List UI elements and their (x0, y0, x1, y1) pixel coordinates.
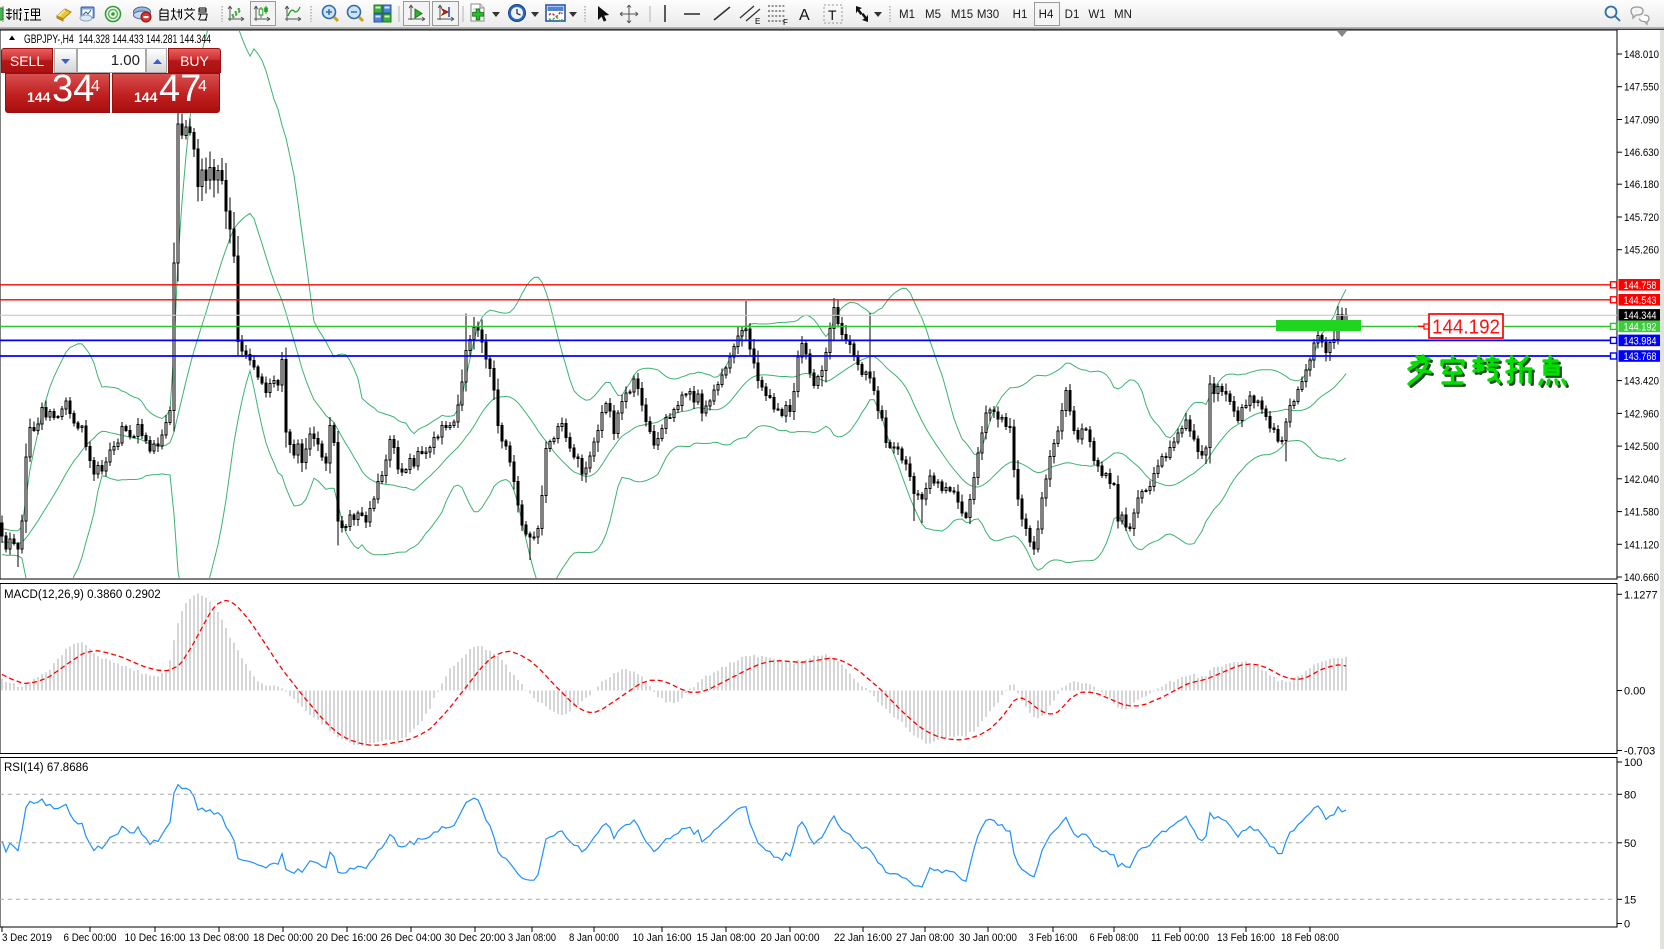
svg-text:H1: H1 (1013, 9, 1028, 21)
svg-text:22 Jan 16:00: 22 Jan 16:00 (834, 932, 892, 944)
svg-text:141.120: 141.120 (1624, 539, 1659, 551)
svg-text:15 Jan 08:00: 15 Jan 08:00 (697, 932, 756, 944)
svg-text:3 Dec 2019: 3 Dec 2019 (2, 932, 52, 944)
svg-text:27 Jan 08:00: 27 Jan 08:00 (896, 932, 954, 944)
svg-text:D1: D1 (1065, 9, 1080, 21)
svg-text:15: 15 (1624, 894, 1636, 906)
svg-text:10 Jan 16:00: 10 Jan 16:00 (633, 932, 692, 944)
svg-text:144.758: 144.758 (1624, 280, 1657, 292)
svg-text:8 Jan 00:00: 8 Jan 00:00 (569, 932, 619, 944)
svg-text:26 Dec 04:00: 26 Dec 04:00 (381, 932, 442, 944)
svg-text:146.630: 146.630 (1624, 147, 1659, 159)
svg-text:3 Jan 08:00: 3 Jan 08:00 (508, 932, 556, 944)
svg-text:W1: W1 (1088, 9, 1105, 21)
svg-text:H4: H4 (1039, 9, 1054, 21)
svg-text:80: 80 (1624, 789, 1636, 801)
svg-text:M1: M1 (899, 9, 915, 21)
svg-text:20 Jan 00:00: 20 Jan 00:00 (761, 932, 820, 944)
svg-text:M30: M30 (977, 9, 999, 21)
svg-text:147.090: 147.090 (1624, 115, 1659, 127)
svg-text:GBPJPY-,H4 144.328 144.433 14: GBPJPY-,H4 144.328 144.433 144.281 144.3… (24, 32, 211, 46)
svg-text:141.580: 141.580 (1624, 507, 1659, 519)
svg-text:100: 100 (1624, 757, 1642, 769)
svg-text:13 Dec 08:00: 13 Dec 08:00 (189, 932, 249, 944)
svg-text:145.260: 145.260 (1624, 245, 1659, 257)
svg-text:143.984: 143.984 (1624, 336, 1657, 348)
svg-text:MACD(12,26,9) 0.3860 0.2902: MACD(12,26,9) 0.3860 0.2902 (4, 589, 161, 601)
svg-text:30 Dec 20:00: 30 Dec 20:00 (445, 932, 506, 944)
svg-text:11 Feb 00:00: 11 Feb 00:00 (1151, 932, 1209, 944)
svg-text:0: 0 (1624, 919, 1630, 931)
svg-text:MN: MN (1114, 9, 1132, 21)
svg-text:6 Feb 08:00: 6 Feb 08:00 (1090, 932, 1139, 944)
svg-text:142.040: 142.040 (1624, 474, 1659, 486)
svg-text:-0.703: -0.703 (1624, 746, 1655, 758)
svg-text:6 Dec 00:00: 6 Dec 00:00 (64, 932, 117, 944)
svg-text:143.768: 143.768 (1624, 351, 1657, 363)
svg-text:T: T (828, 7, 837, 23)
svg-text:146.180: 146.180 (1624, 179, 1659, 191)
svg-text:RSI(14) 67.8686: RSI(14) 67.8686 (4, 762, 88, 774)
svg-text:143.420: 143.420 (1624, 376, 1659, 388)
svg-text:F: F (783, 18, 788, 27)
svg-text:144.344: 144.344 (1624, 310, 1657, 322)
svg-text:140.660: 140.660 (1624, 572, 1659, 584)
svg-text:148.010: 148.010 (1624, 49, 1659, 61)
svg-text:20 Dec 16:00: 20 Dec 16:00 (317, 932, 378, 944)
svg-text:13 Feb 16:00: 13 Feb 16:00 (1217, 932, 1275, 944)
svg-text:147.550: 147.550 (1624, 82, 1659, 94)
svg-text:M5: M5 (925, 9, 941, 21)
svg-text:3 Feb 16:00: 3 Feb 16:00 (1029, 932, 1078, 944)
svg-text:30 Jan 00:00: 30 Jan 00:00 (959, 932, 1017, 944)
svg-text:10 Dec 16:00: 10 Dec 16:00 (125, 932, 186, 944)
svg-text:145.720: 145.720 (1624, 212, 1659, 224)
svg-text:142.960: 142.960 (1624, 408, 1659, 420)
svg-text:50: 50 (1624, 838, 1636, 850)
svg-text:1.1277: 1.1277 (1624, 589, 1658, 601)
svg-text:18 Dec 00:00: 18 Dec 00:00 (253, 932, 313, 944)
svg-text:144.192: 144.192 (1432, 317, 1500, 339)
svg-text:144.543: 144.543 (1624, 295, 1657, 307)
svg-text:M15: M15 (951, 9, 973, 21)
svg-text:144.192: 144.192 (1624, 322, 1657, 334)
svg-text:E: E (755, 17, 760, 26)
svg-text:18 Feb 08:00: 18 Feb 08:00 (1281, 932, 1339, 944)
svg-text:0.00: 0.00 (1624, 686, 1645, 698)
svg-text:A: A (799, 7, 810, 24)
svg-text:142.500: 142.500 (1624, 441, 1659, 453)
